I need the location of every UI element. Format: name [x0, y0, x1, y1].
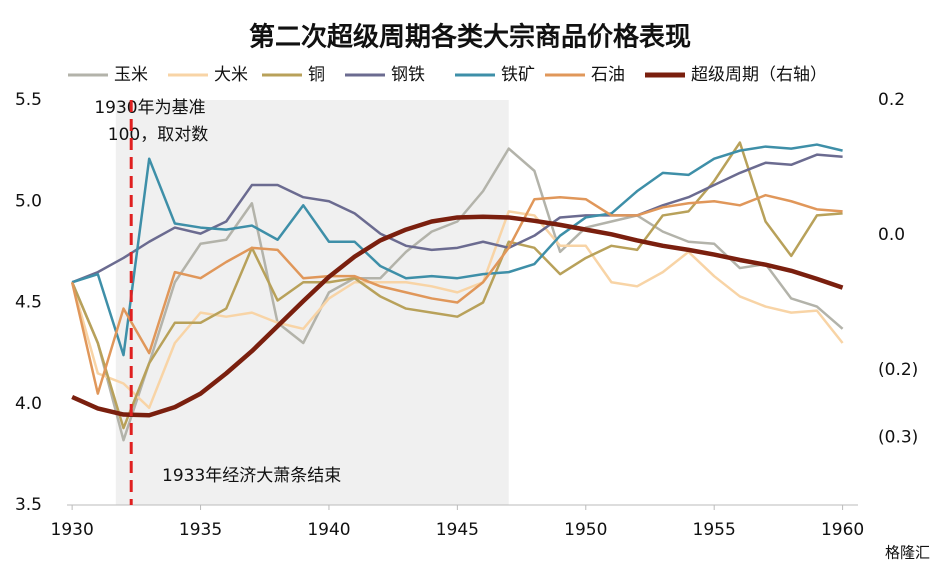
y-tick-label: 4.5 — [15, 293, 42, 313]
legend-label: 石油 — [591, 65, 625, 85]
watermark: 格隆汇 — [885, 544, 930, 562]
annotation: 1933年经济大萧条结束 — [162, 466, 341, 486]
legend-label: 钢铁 — [391, 65, 425, 85]
legend-label: 玉米 — [114, 65, 148, 85]
x-tick-label: 1940 — [307, 520, 350, 540]
legend-label: 铁矿 — [501, 65, 535, 85]
series-line — [71, 153, 843, 284]
y2-tick-label: 0.0 — [878, 225, 905, 245]
y2-tick-label: 0.2 — [878, 90, 905, 110]
y2-tick-label: (0.3) — [878, 428, 918, 448]
series-line — [71, 214, 844, 418]
y-tick-label: 5.0 — [15, 191, 42, 211]
y-tick-label: 4.0 — [15, 394, 42, 414]
x-tick-label: 1945 — [436, 520, 479, 540]
annotation: 1930年为基准 — [94, 98, 205, 118]
shaded-period — [115, 100, 509, 505]
legend-label: 大米 — [214, 65, 248, 85]
x-tick-label: 1950 — [564, 520, 607, 540]
series-line — [70, 147, 844, 442]
x-tick-label: 1955 — [693, 520, 736, 540]
y-tick-label: 5.5 — [15, 90, 42, 110]
series-line — [70, 141, 843, 430]
y-tick-label: 3.5 — [15, 495, 42, 515]
y2-tick-label: (0.2) — [878, 360, 918, 380]
series-line — [70, 210, 844, 410]
annotation: 100，取对数 — [108, 125, 208, 145]
x-tick-label: 1930 — [51, 520, 94, 540]
series-line — [71, 143, 843, 357]
x-tick-label: 1960 — [821, 520, 864, 540]
legend-label: 铜 — [308, 65, 325, 85]
series-line — [70, 193, 843, 395]
x-tick-label: 1935 — [179, 520, 222, 540]
legend-label: 超级周期（右轴） — [691, 65, 827, 85]
chart-title: 第二次超级周期各类大宗商品价格表现 — [249, 22, 691, 53]
